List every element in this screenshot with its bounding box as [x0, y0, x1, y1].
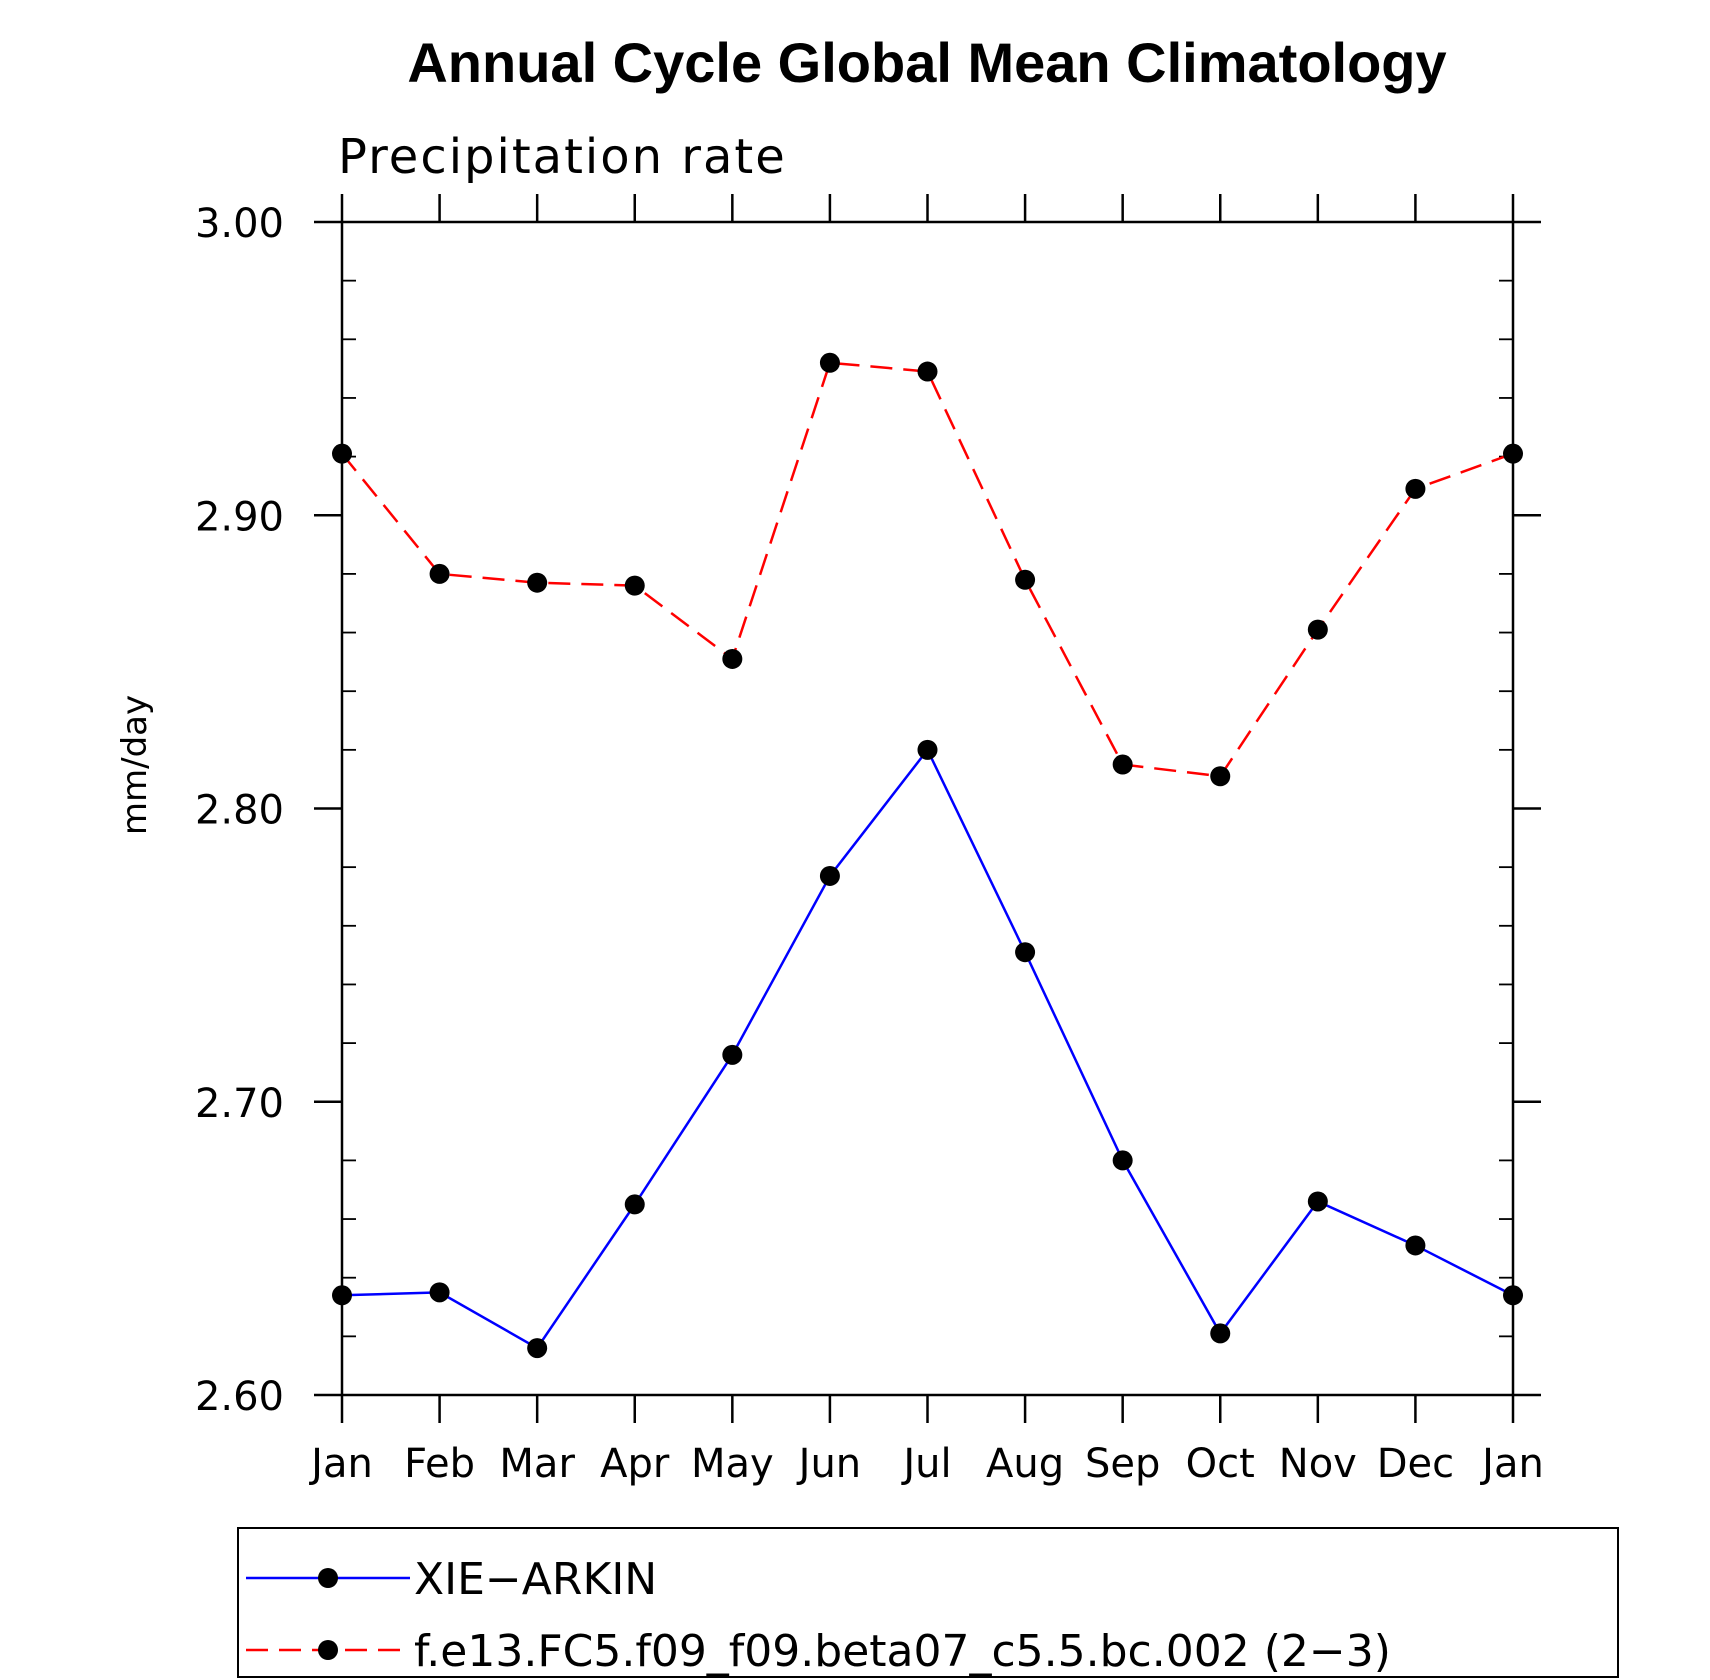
data-point — [1503, 443, 1523, 464]
x-tick-label: Sep — [1085, 1441, 1160, 1487]
x-tick-label: Dec — [1377, 1441, 1454, 1487]
data-point — [624, 575, 645, 596]
x-tick-label: Jul — [900, 1441, 951, 1487]
series-1 — [332, 739, 1523, 1359]
data-point — [1112, 754, 1133, 775]
x-tick-label: Mar — [499, 1441, 575, 1487]
series-line — [341, 361, 1514, 778]
data-point — [527, 572, 548, 593]
x-tick-label: Aug — [986, 1441, 1064, 1487]
chart-subtitle: Precipitation rate — [338, 129, 787, 185]
x-tick-label: May — [691, 1441, 774, 1487]
data-point — [429, 563, 450, 584]
legend-marker-1 — [318, 1568, 338, 1588]
data-point — [917, 361, 938, 382]
data-point — [527, 1338, 548, 1359]
x-tick-label: Apr — [600, 1441, 670, 1487]
data-point — [624, 1194, 645, 1215]
data-point — [1210, 1323, 1231, 1344]
data-point — [1015, 942, 1036, 963]
data-point — [1307, 1191, 1328, 1212]
data-point — [332, 1285, 352, 1306]
plot-axes: Jan Feb Mar Apr May Jun Jul Aug Sep Oct Nov Dec Jan 2… — [195, 194, 1544, 1487]
y-tick-label: 2.90 — [195, 494, 284, 540]
series-2 — [332, 352, 1523, 787]
chart-title: Annual Cycle Global Mean Climatology — [407, 31, 1446, 94]
series-layer — [332, 352, 1523, 1359]
legend: XIE−ARKIN f.e13.FC5.f09_f09.beta07_c5.5.b… — [237, 1527, 1619, 1678]
y-tick-label: 3.00 — [195, 201, 284, 247]
y-tick-label: 2.80 — [195, 788, 284, 834]
legend-label-1: XIE−ARKIN — [414, 1554, 657, 1605]
data-point — [722, 648, 743, 669]
data-point — [1405, 478, 1426, 499]
legend-marker-2 — [318, 1640, 338, 1660]
data-point — [1503, 1285, 1523, 1306]
data-point — [429, 1282, 450, 1303]
data-point — [819, 865, 840, 886]
data-point — [722, 1044, 743, 1065]
data-point — [1112, 1150, 1133, 1171]
series-line — [341, 747, 1514, 1350]
x-tick-label: Nov — [1279, 1441, 1357, 1487]
y-tick-label: 2.70 — [195, 1081, 284, 1127]
plot-frame — [340, 220, 1515, 1397]
legend-label-2: f.e13.FC5.f09_f09.beta07_c5.5.bc.002 (2−… — [414, 1626, 1391, 1677]
data-point — [917, 739, 938, 760]
x-tick-label: Feb — [404, 1441, 475, 1487]
data-point — [1307, 619, 1328, 640]
data-point — [1405, 1235, 1426, 1256]
x-tick-label: Jan — [1479, 1441, 1544, 1487]
data-point — [1210, 766, 1231, 787]
y-tick-label: 2.60 — [195, 1374, 284, 1420]
x-tick-label: Jan — [308, 1441, 373, 1487]
data-point — [332, 443, 352, 464]
legend-box — [237, 1527, 1619, 1678]
y-axis-label: mm/day — [115, 695, 155, 835]
data-point — [819, 352, 840, 373]
x-tick-label: Jun — [796, 1441, 862, 1487]
x-tick-label: Oct — [1186, 1441, 1255, 1487]
data-point — [1015, 569, 1036, 590]
